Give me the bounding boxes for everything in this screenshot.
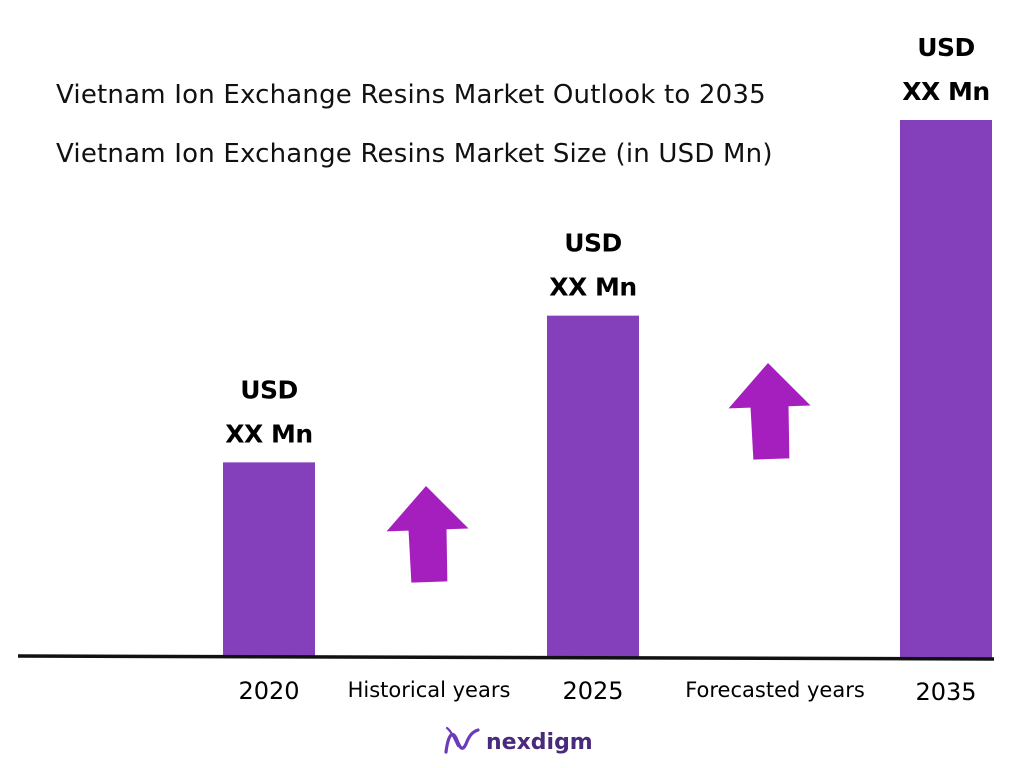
bar-2025	[547, 315, 639, 658]
x-tick-label-2035: 2035	[915, 678, 976, 706]
bar-2020	[223, 462, 315, 658]
up-arrow-icon	[728, 363, 811, 460]
bars-layer	[223, 120, 992, 658]
brand-logo: nexdigm	[444, 726, 593, 755]
value-label-amount-2025: XX Mn	[549, 273, 636, 302]
x-tick-label-2020: 2020	[238, 677, 299, 705]
period-label-forecasted: Forecasted years	[685, 678, 865, 702]
value-label-currency-2035: USD	[917, 33, 975, 62]
brand-name: nexdigm	[486, 730, 593, 755]
value-labels-layer: USD XX Mn USD XX Mn USD XX Mn	[225, 33, 990, 448]
bar-2035	[900, 120, 992, 658]
chart-title: Vietnam Ion Exchange Resins Market Outlo…	[56, 80, 766, 110]
value-label-amount-2035: XX Mn	[902, 77, 989, 106]
period-label-historical: Historical years	[348, 678, 511, 702]
value-label-currency-2020: USD	[240, 375, 298, 404]
x-axis-line	[17, 654, 995, 661]
value-label-currency-2025: USD	[564, 229, 622, 258]
chart-subtitle: Vietnam Ion Exchange Resins Market Size …	[56, 139, 773, 169]
nexdigm-wave-logo-icon	[444, 726, 480, 754]
x-tick-label-2025: 2025	[562, 677, 623, 705]
up-arrow-icon	[386, 486, 469, 583]
x-axis-ticks: 2020 2025 2035	[238, 677, 976, 706]
value-label-amount-2020: XX Mn	[225, 419, 312, 448]
